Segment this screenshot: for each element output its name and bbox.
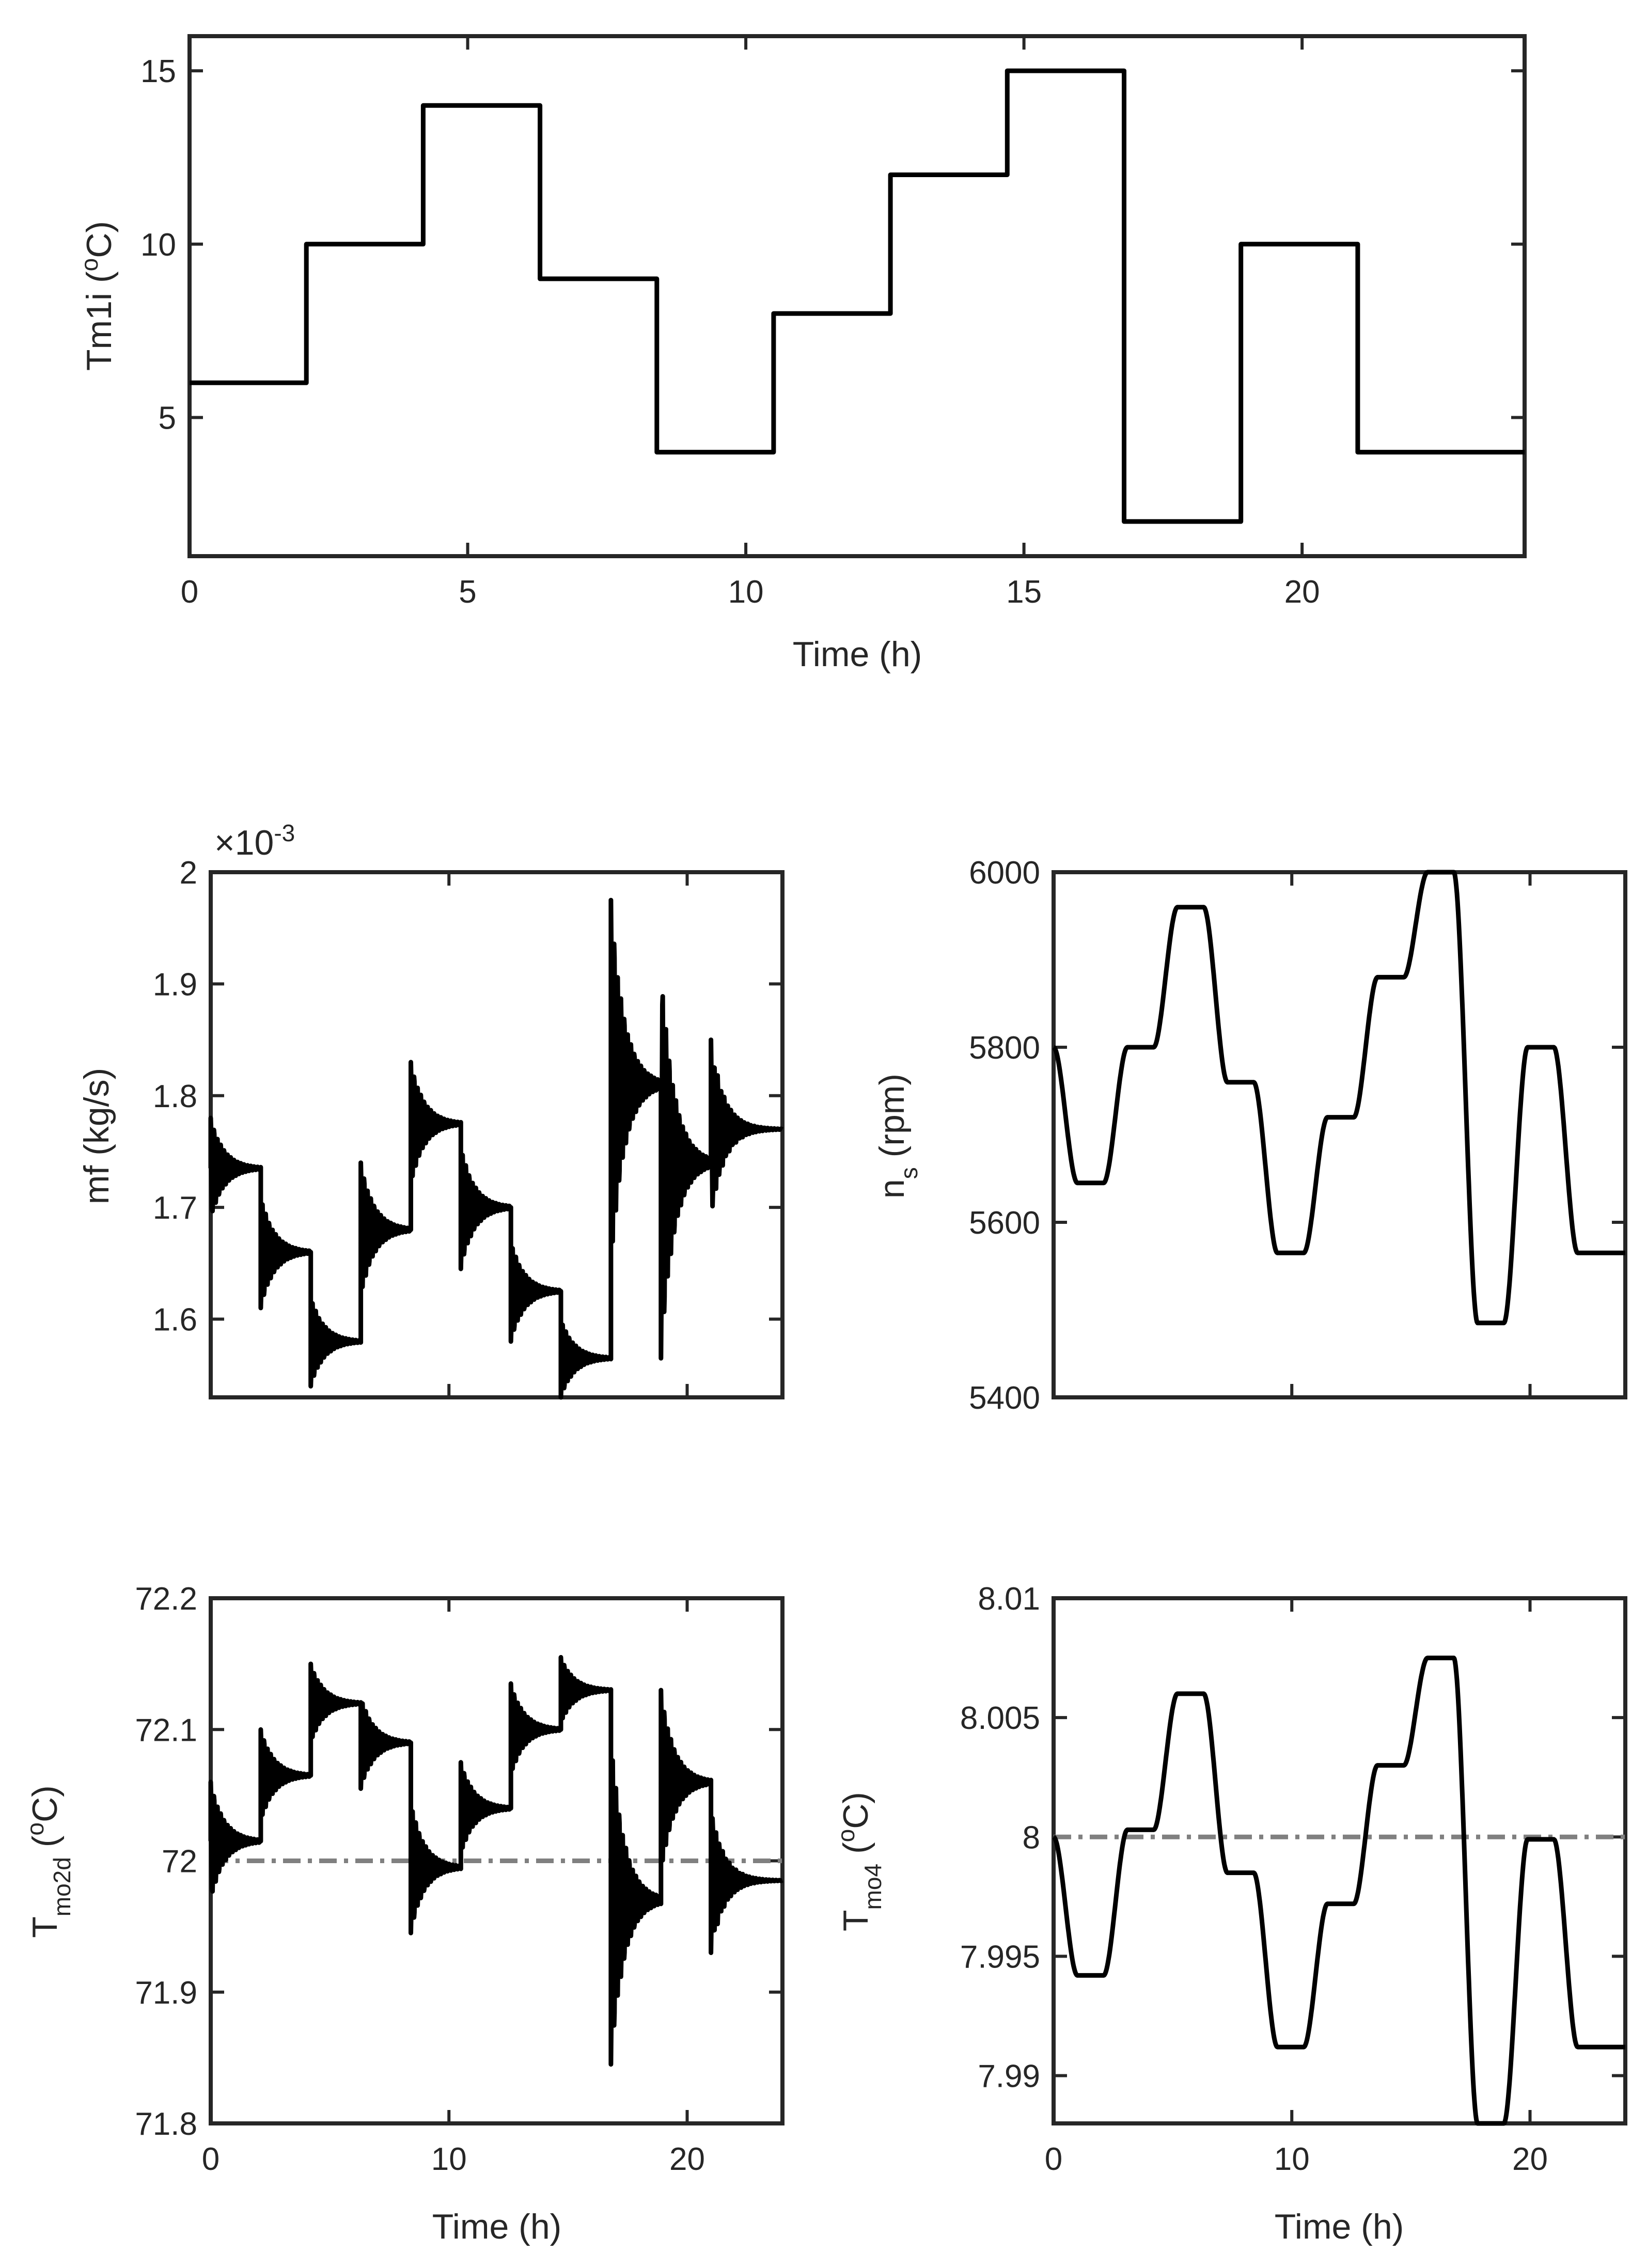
y-tick-label: 15: [140, 54, 176, 89]
y-axis-label-superscript: o: [833, 1829, 859, 1842]
x-tick-label: 20: [1284, 574, 1320, 610]
y-axis-label-main: T: [836, 1910, 875, 1931]
y-axis-label-tmo4: Tmo4 (oC): [833, 1792, 886, 1931]
panel-ns: 5400 5600 5800 6000 ns (rpm): [872, 855, 1627, 1416]
axes-box-tm1i: [187, 34, 1527, 558]
y-axis-label-superscript: o: [76, 258, 103, 272]
panel-tm1i: 5 10 15 0 5 10 15 20 Time (h) Tm1i (oC): [76, 34, 1527, 674]
y-tick-label: 1.8: [153, 1079, 197, 1114]
y-axis-label-ns: ns (rpm): [872, 1074, 922, 1199]
x-tick-label: 15: [1006, 574, 1042, 610]
x-tick-label: 20: [1512, 2141, 1548, 2177]
y-axis-label-tail: C): [836, 1792, 875, 1829]
y-axis-label-subscript: mo4: [859, 1864, 886, 1910]
y-tick-label: 7.99: [978, 2059, 1040, 2094]
series-line-ns: [1052, 870, 1627, 1326]
y-tick-label: 8.005: [960, 1700, 1040, 1736]
exponent-base: ×10: [214, 823, 274, 862]
y-tick-label: 6000: [969, 855, 1040, 891]
tick-group-tmo2d: 71.8 71.9 72 72.1 72.2 0 10 20: [135, 1581, 782, 2177]
y-axis-label-mid: (: [25, 1835, 65, 1857]
y-tick-label: 5600: [969, 1205, 1040, 1241]
y-tick-label: 8: [1023, 1820, 1040, 1855]
tick-group-tm1i: 5 10 15 0 5 10 15 20: [140, 36, 1525, 610]
y-tick-label: 2: [180, 855, 197, 891]
series-line-tm1i: [190, 68, 1525, 524]
y-tick-label: 71.8: [135, 2106, 197, 2142]
y-axis-label-mf: mf (kg/s): [77, 1068, 116, 1204]
axes-box-ns: [1052, 870, 1627, 1399]
exponent-label-mf: ×10-3: [214, 820, 295, 862]
tick-group-ns: 5400 5600 5800 6000: [969, 855, 1625, 1416]
x-tick-label: 5: [459, 574, 476, 610]
y-axis-label-subscript: mo2d: [49, 1857, 75, 1916]
y-tick-label: 8.01: [978, 1581, 1040, 1617]
x-tick-label: 10: [431, 2141, 467, 2177]
y-tick-label: 10: [140, 227, 176, 263]
x-tick-label: 20: [669, 2141, 705, 2177]
x-tick-label: 0: [202, 2141, 219, 2177]
x-tick-label: 0: [181, 574, 198, 610]
y-tick-label: 7.995: [960, 1939, 1040, 1975]
y-tick-label: 5: [159, 400, 176, 436]
y-axis-label-main: n: [872, 1179, 912, 1199]
axes-box-tmo4: [1052, 1596, 1627, 2125]
panel-tmo2d: 71.8 71.9 72 72.1 72.2 0 10 20 Time (h) Tmo2d (…: [22, 1581, 785, 2246]
y-axis-label-tail: C): [25, 1785, 65, 1822]
y-tick-label: 1.6: [153, 1302, 197, 1338]
y-axis-label-subscript: s: [896, 1167, 922, 1179]
x-tick-label: 10: [1274, 2141, 1310, 2177]
y-tick-label: 72.2: [135, 1581, 197, 1617]
x-tick-label: 0: [1045, 2141, 1062, 2177]
y-tick-label: 1.9: [153, 967, 197, 1002]
y-tick-label: 72: [162, 1844, 197, 1880]
y-axis-label-tmo2d: Tmo2d (oC): [22, 1785, 75, 1938]
y-axis-label-tm1i: Tm1i (oC): [76, 221, 119, 371]
y-axis-label-main: Tm1i (: [80, 271, 119, 371]
x-axis-label-tmo2d: Time (h): [432, 2207, 562, 2246]
tick-group-mf: 1.6 1.7 1.8 1.9 2: [153, 855, 782, 1397]
y-axis-label-main: T: [25, 1916, 65, 1938]
y-tick-label: 71.9: [135, 1975, 197, 2011]
panel-tmo4: 7.99 7.995 8 8.005 8.01 0 10 20 Time (h) Tmo4 (…: [833, 1581, 1627, 2246]
x-tick-label: 10: [728, 574, 764, 610]
y-axis-label-mid: (: [836, 1842, 875, 1864]
x-axis-label-tmo4: Time (h): [1275, 2207, 1404, 2246]
tick-group-tmo4: 7.99 7.995 8 8.005 8.01 0 10 20: [960, 1581, 1625, 2177]
y-tick-label: 5800: [969, 1030, 1040, 1066]
x-axis-label-tm1i: Time (h): [793, 635, 922, 674]
panel-mf: 1.6 1.7 1.8 1.9 2 mf (kg/s) ×10-3: [77, 820, 785, 1400]
exponent-power: -3: [274, 820, 295, 846]
series-line-tmo4: [1052, 1656, 1627, 2126]
y-tick-label: 5400: [969, 1380, 1040, 1416]
y-tick-label: 1.7: [153, 1190, 197, 1226]
series-line-tmo2d: [208, 1655, 785, 2067]
y-tick-label: 72.1: [135, 1712, 197, 1748]
y-axis-label-tail: C): [80, 221, 119, 258]
y-axis-label-tail: (rpm): [872, 1074, 912, 1167]
series-line-mf: [208, 897, 785, 1400]
y-axis-label-superscript: o: [22, 1822, 49, 1836]
